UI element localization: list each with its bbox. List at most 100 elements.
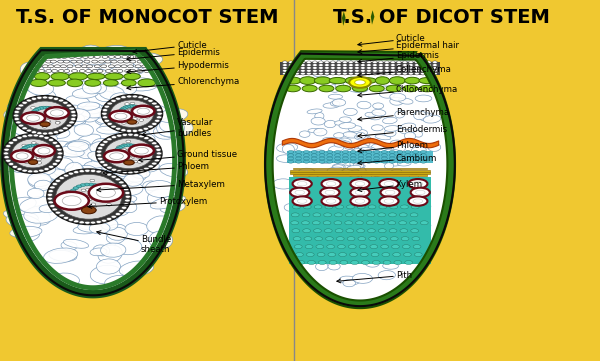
Ellipse shape (144, 70, 150, 73)
Ellipse shape (302, 213, 310, 217)
Ellipse shape (58, 129, 64, 132)
Ellipse shape (339, 122, 356, 129)
Ellipse shape (305, 245, 313, 249)
Ellipse shape (126, 154, 131, 157)
Ellipse shape (108, 65, 144, 76)
Polygon shape (371, 10, 374, 25)
Ellipse shape (355, 190, 365, 195)
Ellipse shape (133, 105, 139, 108)
Ellipse shape (355, 199, 365, 203)
Ellipse shape (95, 91, 115, 102)
Ellipse shape (88, 197, 93, 200)
Ellipse shape (121, 120, 126, 122)
Ellipse shape (346, 190, 362, 196)
Ellipse shape (156, 148, 161, 151)
Ellipse shape (410, 221, 418, 225)
Ellipse shape (367, 213, 375, 217)
Ellipse shape (115, 148, 121, 151)
Ellipse shape (104, 105, 109, 108)
Ellipse shape (352, 187, 364, 192)
Ellipse shape (71, 204, 88, 214)
Ellipse shape (130, 130, 149, 138)
Ellipse shape (45, 107, 69, 119)
Ellipse shape (0, 153, 27, 168)
Ellipse shape (37, 162, 42, 164)
Ellipse shape (314, 229, 322, 233)
Ellipse shape (81, 53, 112, 63)
Ellipse shape (119, 108, 125, 111)
Ellipse shape (343, 108, 357, 116)
Ellipse shape (326, 182, 336, 186)
Ellipse shape (283, 73, 287, 75)
Ellipse shape (350, 155, 364, 161)
Ellipse shape (116, 160, 143, 173)
Ellipse shape (127, 152, 131, 155)
Ellipse shape (295, 190, 305, 195)
Ellipse shape (397, 61, 401, 64)
Ellipse shape (421, 67, 425, 69)
Ellipse shape (371, 172, 382, 176)
Ellipse shape (288, 157, 294, 160)
Ellipse shape (138, 107, 143, 110)
Ellipse shape (298, 190, 310, 195)
Ellipse shape (160, 117, 183, 132)
Ellipse shape (107, 227, 127, 240)
Ellipse shape (48, 132, 53, 135)
Ellipse shape (335, 121, 344, 125)
Ellipse shape (49, 250, 77, 261)
Ellipse shape (328, 263, 340, 270)
Ellipse shape (64, 105, 84, 116)
Ellipse shape (113, 149, 118, 152)
Ellipse shape (289, 64, 293, 66)
Ellipse shape (28, 188, 44, 199)
Ellipse shape (415, 253, 422, 257)
Ellipse shape (47, 197, 53, 200)
Ellipse shape (83, 191, 101, 202)
Ellipse shape (129, 152, 134, 155)
Ellipse shape (24, 139, 41, 149)
Ellipse shape (137, 160, 159, 172)
Ellipse shape (360, 155, 370, 161)
Ellipse shape (160, 164, 188, 177)
Ellipse shape (273, 179, 294, 189)
Ellipse shape (56, 113, 61, 116)
Ellipse shape (108, 203, 130, 216)
Ellipse shape (115, 56, 121, 58)
Ellipse shape (343, 157, 349, 160)
Ellipse shape (66, 104, 71, 107)
Ellipse shape (132, 147, 137, 150)
Ellipse shape (49, 141, 73, 151)
Ellipse shape (84, 60, 90, 63)
Ellipse shape (386, 85, 401, 92)
Ellipse shape (34, 180, 52, 191)
Ellipse shape (346, 213, 353, 217)
Ellipse shape (82, 65, 88, 68)
Ellipse shape (379, 179, 398, 188)
Ellipse shape (384, 192, 396, 198)
Ellipse shape (99, 86, 124, 100)
Ellipse shape (38, 169, 44, 172)
Ellipse shape (59, 112, 85, 125)
Ellipse shape (353, 162, 364, 169)
Ellipse shape (409, 174, 418, 181)
Ellipse shape (19, 149, 25, 152)
Ellipse shape (69, 107, 74, 110)
Ellipse shape (12, 139, 17, 142)
Ellipse shape (390, 93, 406, 101)
Ellipse shape (389, 229, 397, 233)
Ellipse shape (349, 67, 353, 69)
Ellipse shape (68, 202, 73, 205)
Ellipse shape (71, 212, 89, 221)
Ellipse shape (149, 231, 173, 249)
Ellipse shape (76, 56, 82, 58)
Ellipse shape (319, 261, 326, 265)
Ellipse shape (79, 108, 100, 122)
Ellipse shape (394, 261, 402, 265)
Ellipse shape (28, 155, 32, 157)
Ellipse shape (78, 181, 101, 189)
Ellipse shape (148, 125, 153, 128)
Ellipse shape (22, 88, 56, 107)
Ellipse shape (353, 85, 367, 92)
Ellipse shape (74, 220, 79, 223)
Ellipse shape (66, 118, 85, 126)
